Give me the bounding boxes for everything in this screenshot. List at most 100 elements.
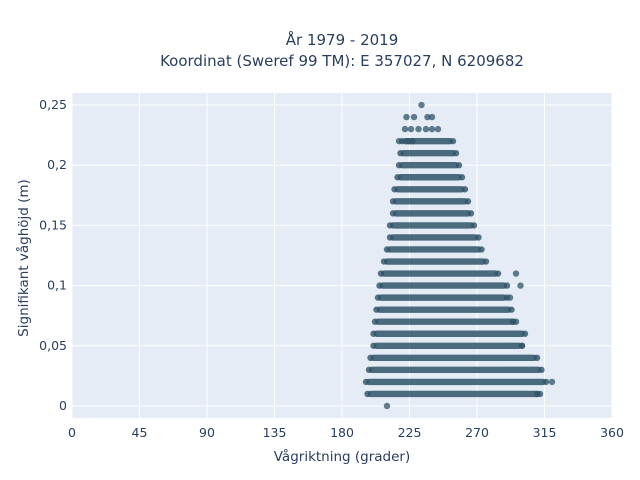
data-point [428, 125, 436, 133]
band-body [369, 366, 542, 374]
band-body [400, 149, 456, 157]
band-point-end [494, 270, 502, 277]
band-point-start [377, 270, 385, 277]
band-point-end [538, 366, 545, 374]
band-point-end [458, 174, 466, 181]
band-point-end [475, 234, 482, 241]
band-body [393, 210, 471, 217]
data-band [370, 342, 526, 349]
data-point [509, 318, 517, 325]
data-point [418, 101, 425, 109]
data-point [517, 282, 524, 289]
band-point-start [386, 234, 394, 241]
data-point [512, 270, 520, 277]
band-body [397, 174, 462, 181]
band-point-start [386, 222, 394, 229]
data-band [373, 306, 515, 313]
band-point-end [542, 378, 550, 386]
x-tick-label: 135 [263, 425, 287, 440]
y-tick-label: 0,2 [47, 157, 67, 172]
band-body [378, 294, 507, 301]
band-body [384, 258, 486, 265]
band-point-start [383, 246, 391, 253]
band-point-end [508, 306, 515, 313]
data-band [395, 162, 463, 169]
y-tick-label: 0,05 [39, 338, 67, 353]
data-band [365, 366, 545, 374]
x-axis-label: Vågriktning (grader) [274, 448, 411, 465]
band-body [390, 234, 479, 241]
band-body [387, 246, 482, 253]
data-bands [362, 137, 550, 398]
data-point [424, 113, 431, 121]
data-band [397, 149, 460, 157]
band-point-end [478, 246, 485, 253]
data-band [380, 258, 490, 265]
data-point [548, 378, 556, 386]
band-point-start [376, 282, 383, 289]
data-point [407, 125, 415, 133]
band-point-start [391, 186, 398, 193]
band-point-start [362, 378, 370, 386]
band-point-start [389, 210, 397, 217]
band-point-end [455, 162, 463, 169]
data-band [377, 270, 502, 277]
band-body [375, 318, 516, 325]
data-band [370, 330, 529, 337]
data-band [394, 174, 466, 181]
band-body [394, 186, 465, 193]
band-point-end [464, 198, 472, 205]
data-point [404, 137, 412, 145]
band-point-start [380, 258, 388, 265]
band-point-start [365, 366, 373, 374]
data-point [403, 113, 410, 121]
x-tick-label: 360 [600, 425, 624, 440]
x-axis-ticks: 0 45 90 135 180 225 270 315 360 [68, 425, 624, 440]
band-point-end [467, 210, 475, 217]
data-band [364, 390, 544, 398]
band-point-end [482, 258, 490, 265]
x-tick-label: 180 [330, 425, 354, 440]
data-point [518, 342, 526, 349]
band-point-start [374, 294, 382, 301]
band-point-start [394, 174, 401, 181]
data-band [374, 294, 511, 301]
data-point [422, 125, 430, 133]
band-point-end [449, 137, 457, 145]
x-tick-label: 225 [398, 425, 422, 440]
data-band [367, 354, 541, 362]
data-point [533, 390, 541, 398]
chart-title-line1: År 1979 - 2019 [286, 30, 399, 49]
data-point [395, 137, 403, 145]
band-point-start [395, 162, 403, 169]
y-tick-label: 0,1 [47, 278, 67, 293]
band-point-start [371, 318, 379, 325]
band-point-end [503, 282, 511, 289]
data-point [401, 125, 409, 133]
data-band [371, 318, 520, 325]
band-body [370, 354, 537, 362]
data-band [362, 378, 550, 386]
data-band [389, 198, 472, 205]
band-point-start [370, 342, 377, 349]
band-body [399, 162, 459, 169]
x-tick-label: 90 [199, 425, 215, 440]
band-point-start [373, 306, 380, 313]
band-point-start [364, 390, 371, 398]
band-point-end [521, 330, 529, 337]
chart-title-line2: Koordinat (Sweref 99 TM): E 357027, N 62… [160, 52, 524, 70]
band-body [376, 306, 512, 313]
band-point-end [452, 149, 460, 157]
band-body [393, 198, 468, 205]
y-tick-label: 0,25 [39, 97, 67, 112]
data-point [410, 113, 418, 121]
y-axis-label: Signifikant våghöjd (m) [15, 179, 32, 337]
data-point [415, 125, 422, 133]
data-point [434, 125, 442, 133]
band-body [366, 378, 546, 386]
band-point-start [397, 149, 404, 157]
band-body [373, 330, 525, 337]
data-point [506, 294, 514, 301]
y-tick-label: 0,15 [39, 217, 67, 232]
x-tick-label: 270 [465, 425, 489, 440]
